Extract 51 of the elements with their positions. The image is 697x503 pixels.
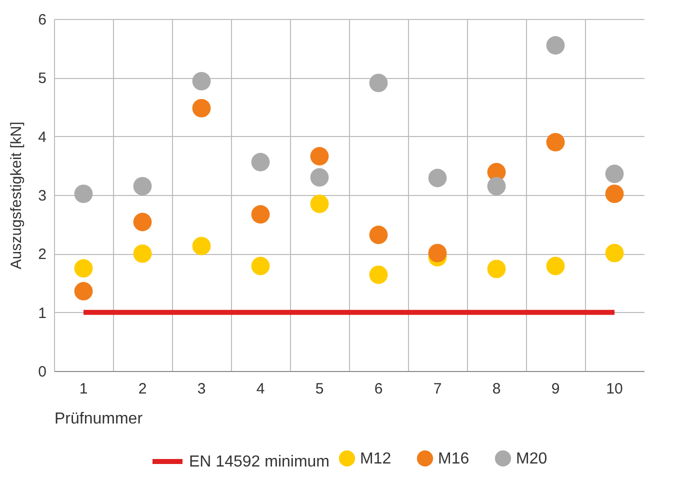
legend-label: M20 (516, 450, 548, 468)
point (310, 194, 329, 213)
x-tick-label: 4 (256, 380, 265, 398)
point (192, 98, 211, 118)
y-tick-label: 4 (38, 128, 46, 146)
point (133, 212, 152, 232)
point (133, 177, 152, 196)
x-tick-label: 7 (433, 380, 442, 398)
point (605, 164, 624, 184)
y-tick-label: 3 (38, 188, 46, 204)
x-tick-label: 9 (551, 380, 560, 398)
legend-label: M12 (360, 450, 392, 468)
point (487, 260, 506, 278)
point (192, 236, 211, 256)
point (251, 152, 270, 172)
x-tick-label: 5 (315, 380, 324, 398)
point (487, 177, 506, 196)
y-tick-label: 5 (38, 70, 46, 88)
x-axis-title: Prüfnummer (54, 410, 144, 428)
y-tick-label: 2 (38, 246, 46, 264)
legend-label: EN 14592 minimum (189, 454, 330, 470)
point (546, 133, 565, 152)
y-tick-label: 0 (38, 364, 46, 380)
x-tick-label: 3 (197, 380, 206, 398)
point (251, 205, 270, 224)
y-axis-title: Auszugsfestigkeit [kN] (8, 122, 26, 270)
point (310, 147, 329, 166)
point (546, 36, 565, 55)
point (369, 266, 388, 284)
y-tick-label: 6 (38, 12, 46, 28)
point (192, 72, 211, 90)
point (251, 256, 270, 276)
point (310, 168, 329, 187)
y-tick-label: 1 (38, 304, 46, 322)
x-tick-label: 6 (374, 380, 383, 398)
point (546, 256, 565, 276)
point (74, 259, 93, 278)
point (74, 282, 93, 300)
point (428, 244, 447, 262)
point (605, 244, 624, 262)
point (369, 226, 388, 244)
point (74, 184, 93, 204)
point (605, 184, 624, 204)
legend-label: M16 (438, 450, 470, 468)
x-tick-label: 8 (492, 380, 501, 398)
x-tick-label: 2 (138, 380, 147, 398)
x-tick-label: 1 (79, 380, 88, 398)
point (133, 244, 152, 263)
point (369, 74, 388, 92)
x-tick-label: 10 (606, 380, 623, 398)
point (428, 168, 447, 188)
